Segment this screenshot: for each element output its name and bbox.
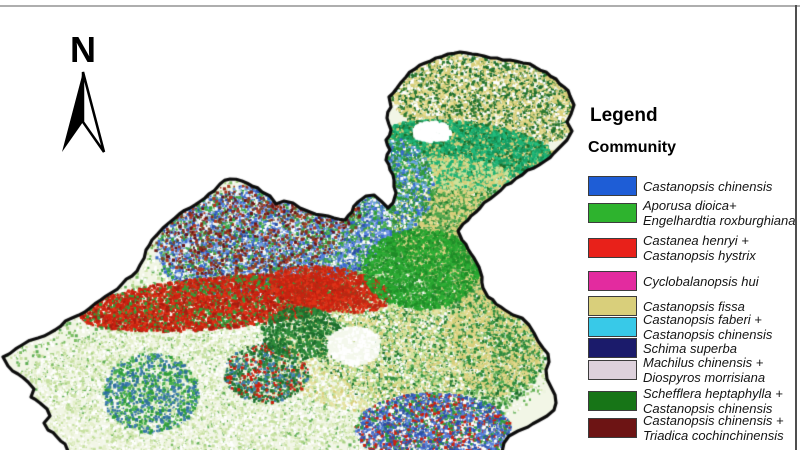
legend-item-line: Schefflera heptaphylla + <box>643 386 783 401</box>
north-arrow: N <box>62 29 106 153</box>
legend-swatch <box>588 176 637 196</box>
legend-item-line: Castanopsis chinensis <box>643 327 773 342</box>
legend-swatch <box>588 418 637 438</box>
legend-panel: Legend Community Castanopsis chinensis Ap… <box>588 0 800 450</box>
legend-swatch <box>588 317 637 337</box>
legend-item-line: Machilus chinensis + <box>643 355 764 370</box>
north-arrow-icon <box>81 71 106 153</box>
legend-item-label: Cyclobalanopsis hui <box>643 274 759 289</box>
legend-item-line: Diospyros morrisiana <box>643 370 766 385</box>
legend-item-line: Aporusa dioica+ <box>643 198 737 213</box>
legend-item-line: Castanopsis hystrix <box>643 248 756 263</box>
legend-item: Cyclobalanopsis hui <box>588 271 759 291</box>
legend-swatch <box>588 338 637 358</box>
legend-item-label: Aporusa dioica+ Engelhardtia roxburghiana <box>643 198 796 228</box>
legend-item-label: Castanopsis faberi + Castanopsis chinensi… <box>643 312 772 342</box>
legend-item-label: Machilus chinensis + Diospyros morrisiana <box>643 355 765 385</box>
legend-subtitle: Community <box>588 139 676 156</box>
legend-item-line: Cyclobalanopsis hui <box>643 273 759 289</box>
legend-item-label: Castanopsis fissa <box>643 299 745 314</box>
legend-item-label: Castanopsis chinensis + Triadica cochinch… <box>643 413 784 443</box>
legend-swatch <box>588 203 637 223</box>
north-label: N <box>70 29 96 70</box>
legend-item-line: Castanea henryi + <box>643 233 749 248</box>
legend-item-line: Engelhardtia roxburghiana <box>643 213 796 228</box>
legend-item-line: Castanopsis chinensis <box>643 401 773 416</box>
legend-swatch <box>588 296 637 316</box>
legend-item-line: Castanopsis chinensis + <box>643 413 784 428</box>
legend-item-line: Castanopsis chinensis <box>643 178 773 194</box>
legend-item: Castanopsis chinensis + Triadica cochinch… <box>588 413 784 443</box>
legend-item: Aporusa dioica+ Engelhardtia roxburghiana <box>588 198 796 228</box>
legend-swatch <box>588 360 637 380</box>
legend-item-line: Castanopsis faberi + <box>643 312 762 327</box>
legend-item-label: Schefflera heptaphylla + Castanopsis chin… <box>643 386 783 416</box>
legend-item: Castanopsis faberi + Castanopsis chinensi… <box>588 312 772 342</box>
legend-title: Legend <box>590 105 658 126</box>
legend-item-label: Castanopsis chinensis <box>643 179 772 194</box>
legend-item-line: Triadica cochinchinensis <box>643 428 784 443</box>
legend-item: Machilus chinensis + Diospyros morrisiana <box>588 355 765 385</box>
legend-swatch <box>588 391 637 411</box>
legend-item: Schefflera heptaphylla + Castanopsis chin… <box>588 386 783 416</box>
legend-item-line: Castanopsis fissa <box>643 298 745 314</box>
legend-item-label: Schima superba <box>643 341 737 356</box>
legend-item: Castanea henryi + Castanopsis hystrix <box>588 233 756 263</box>
legend-swatch <box>588 271 637 291</box>
legend-item-line: Schima superba <box>643 340 737 356</box>
legend-item: Schima superba <box>588 338 737 358</box>
legend-item-label: Castanea henryi + Castanopsis hystrix <box>643 233 756 263</box>
legend-item: Castanopsis fissa <box>588 296 745 316</box>
frame-right-line <box>795 5 797 450</box>
north-arrow-icon <box>62 72 83 152</box>
legend-item: Castanopsis chinensis <box>588 176 772 196</box>
legend-swatch <box>588 238 637 258</box>
frame-top-line <box>0 5 800 7</box>
